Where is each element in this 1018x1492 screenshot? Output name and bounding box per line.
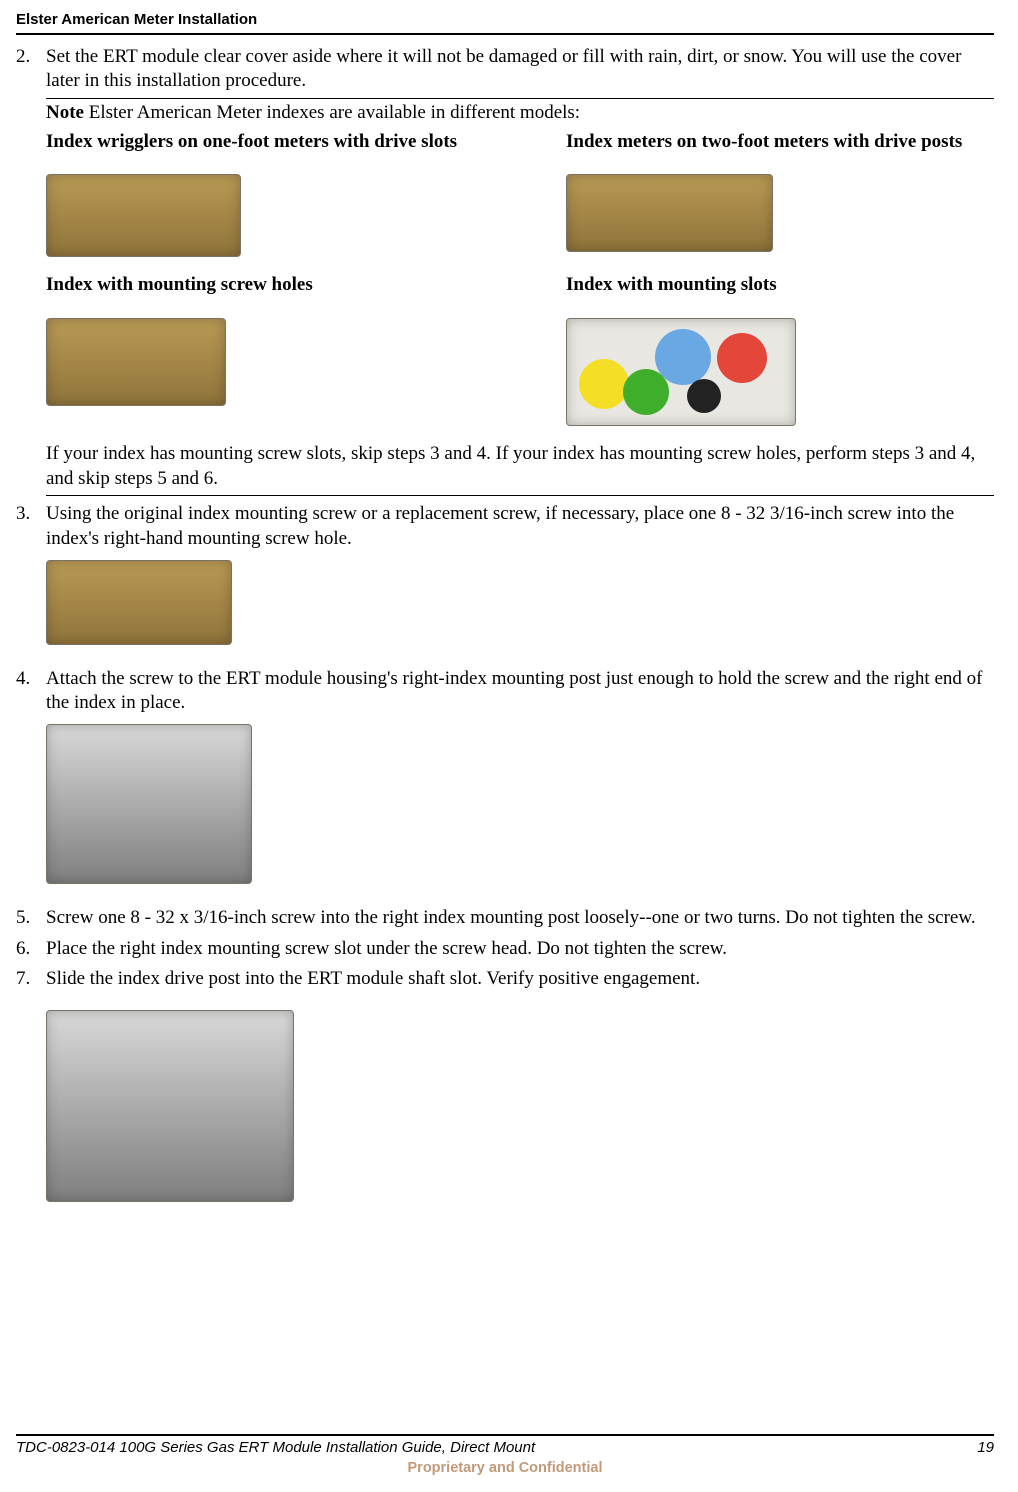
footer-doc-id: TDC-0823-014 100G Series Gas ERT Module …	[16, 1438, 535, 1458]
step-text: Place the right index mounting screw slo…	[46, 937, 994, 962]
grid-img-4-cell	[566, 304, 994, 436]
image-mounting-slots	[566, 318, 796, 426]
step-body: Using the original index mounting screw …	[46, 502, 994, 660]
note-intro: Elster American Meter indexes are availa…	[84, 102, 580, 123]
step-4-image-wrap	[46, 724, 994, 884]
page-header: Elster American Meter Installation	[16, 10, 994, 35]
gear-blue-icon	[655, 329, 711, 385]
grid-head-2: Index meters on two-foot meters with dri…	[566, 130, 994, 155]
grid-img-2-cell	[566, 160, 994, 267]
grid-img-3-cell	[46, 304, 556, 436]
grid-head-1: Index wrigglers on one-foot meters with …	[46, 130, 556, 155]
step-2: 2. Set the ERT module clear cover aside …	[16, 45, 994, 497]
step-3-image-wrap	[46, 560, 994, 645]
step-text: Slide the index drive post into the ERT …	[46, 967, 994, 992]
step-number: 7.	[16, 967, 46, 1218]
footer-page-number: 19	[977, 1438, 994, 1458]
note-intro-line: Note Elster American Meter indexes are a…	[46, 101, 994, 126]
step-body: Slide the index drive post into the ERT …	[46, 967, 994, 1218]
image-step4-module	[46, 724, 252, 884]
step-text: Screw one 8 - 32 x 3/16-inch screw into …	[46, 906, 994, 931]
step-text: Attach the screw to the ERT module housi…	[46, 667, 994, 716]
step-number: 3.	[16, 502, 46, 660]
note-tail: If your index has mounting screw slots, …	[46, 442, 994, 491]
gear-black-icon	[687, 379, 721, 413]
step-body: Attach the screw to the ERT module housi…	[46, 667, 994, 900]
step-number: 2.	[16, 45, 46, 497]
step-3: 3. Using the original index mounting scr…	[16, 502, 994, 660]
footer-confidential: Proprietary and Confidential	[16, 1459, 994, 1478]
image-index-wrigglers	[46, 174, 241, 257]
page-footer: TDC-0823-014 100G Series Gas ERT Module …	[16, 1434, 994, 1478]
image-step3-screw	[46, 560, 232, 645]
footer-line: TDC-0823-014 100G Series Gas ERT Module …	[16, 1434, 994, 1458]
step-4: 4. Attach the screw to the ERT module ho…	[16, 667, 994, 900]
step-number: 5.	[16, 906, 46, 931]
step-body: Set the ERT module clear cover aside whe…	[46, 45, 994, 497]
grid-head-3: Index with mounting screw holes	[46, 273, 556, 298]
note-block: Note Elster American Meter indexes are a…	[46, 98, 994, 496]
step-body: Screw one 8 - 32 x 3/16-inch screw into …	[46, 906, 994, 931]
gear-yellow-icon	[579, 359, 629, 409]
gear-red-icon	[717, 333, 767, 383]
step-number: 6.	[16, 937, 46, 962]
step-text: Using the original index mounting screw …	[46, 502, 994, 551]
grid-head-4: Index with mounting slots	[566, 273, 994, 298]
step-body: Place the right index mounting screw slo…	[46, 937, 994, 962]
image-index-drive-posts	[566, 174, 773, 252]
image-step7-engagement	[46, 1010, 294, 1202]
step-list: 2. Set the ERT module clear cover aside …	[16, 45, 994, 1219]
step-number: 4.	[16, 667, 46, 900]
grid-img-1-cell	[46, 160, 556, 267]
step-7: 7. Slide the index drive post into the E…	[16, 967, 994, 1218]
image-mounting-screw-holes	[46, 318, 226, 406]
step-7-image-wrap	[46, 1010, 994, 1202]
step-6: 6. Place the right index mounting screw …	[16, 937, 994, 962]
index-grid: Index wrigglers on one-foot meters with …	[46, 130, 994, 436]
step-text: Set the ERT module clear cover aside whe…	[46, 45, 994, 94]
note-lead: Note	[46, 102, 84, 123]
step-5: 5. Screw one 8 - 32 x 3/16-inch screw in…	[16, 906, 994, 931]
